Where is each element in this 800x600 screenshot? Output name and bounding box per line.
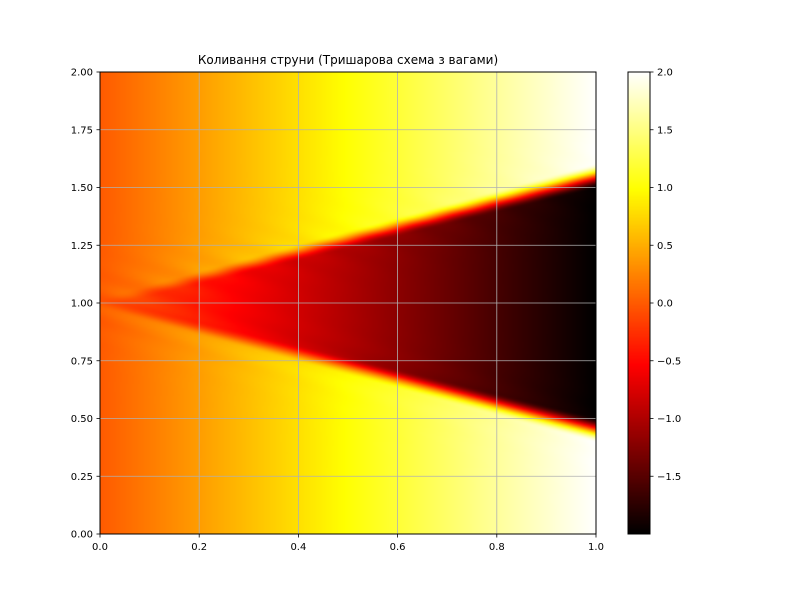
colorbar-tick-label: 2.0 xyxy=(657,68,673,79)
colorbar: −1.5 −1.0 −0.5 0.0 0.5 1.0 1.5 2.0 xyxy=(627,68,681,535)
colorbar-tick-label: 1.0 xyxy=(657,183,673,194)
colorbar-tick-label: −0.5 xyxy=(657,356,681,367)
y-tick-label: 0.75 xyxy=(71,356,93,367)
x-tick-label: 0.2 xyxy=(191,542,207,553)
x-tick-label: 0.0 xyxy=(92,542,108,553)
x-axis: 0.0 0.2 0.4 0.6 0.8 1.0 xyxy=(92,534,604,553)
colorbar-tick-label: −1.5 xyxy=(657,472,681,483)
colorbar-tick-label: 0.0 xyxy=(657,299,673,310)
x-tick-label: 0.8 xyxy=(489,542,505,553)
y-tick-label: 1.00 xyxy=(71,299,93,310)
x-tick-label: 1.0 xyxy=(588,542,604,553)
y-tick-label: 0.50 xyxy=(71,414,93,425)
y-tick-label: 1.25 xyxy=(71,241,93,252)
y-tick-label: 1.75 xyxy=(71,125,93,136)
x-tick-label: 0.4 xyxy=(290,542,306,553)
colorbar-tick-label: −1.0 xyxy=(657,414,681,425)
x-tick-label: 0.6 xyxy=(390,542,406,553)
y-tick-label: 0.00 xyxy=(71,530,93,541)
colorbar-tick-label: 0.5 xyxy=(657,241,673,252)
plot-area: 0.0 0.2 0.4 0.6 0.8 1.0 0.00 0.25 0.50 0.75 1.00 1… xyxy=(71,68,604,554)
y-tick-label: 2.00 xyxy=(71,68,93,79)
colorbar-tick-label: 1.5 xyxy=(657,125,673,136)
colorbar-axis: −1.5 −1.0 −0.5 0.0 0.5 1.0 1.5 2.0 xyxy=(650,68,681,483)
y-axis: 0.00 0.25 0.50 0.75 1.00 1.25 1.50 1.75 2.00 xyxy=(71,68,100,541)
y-tick-label: 1.50 xyxy=(71,183,93,194)
colorbar-gradient xyxy=(628,72,650,534)
y-tick-label: 0.25 xyxy=(71,472,93,483)
chart-title: Коливання струни (Тришарова схема з вага… xyxy=(198,53,498,67)
